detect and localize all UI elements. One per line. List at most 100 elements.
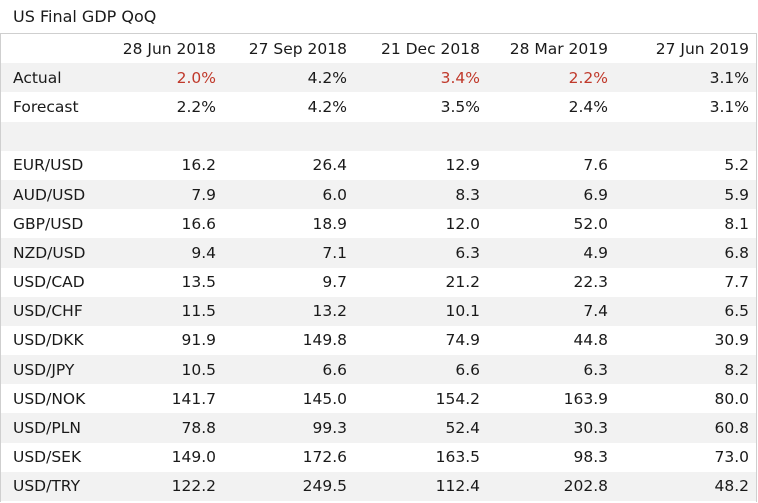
table-cell: 16.6: [181, 214, 216, 233]
table-cell: 30.3: [573, 419, 608, 438]
column-header: 27 Jun 2019: [655, 39, 749, 58]
table-cell: 21.2: [445, 273, 480, 292]
table-row: EUR/USD 16.2 26.4 12.9 7.6 5.2: [1, 151, 756, 180]
table-cell: 9.7: [322, 273, 347, 292]
table-cell: 16.2: [181, 156, 216, 175]
table-cell: 30.9: [714, 331, 749, 350]
row-label: AUD/USD: [13, 185, 86, 204]
table-row: USD/TRY 122.2 249.5 112.4 202.8 48.2: [1, 471, 756, 501]
column-header: 21 Dec 2018: [380, 39, 480, 58]
actual-value: 2.0%: [176, 68, 216, 87]
row-label: NZD/USD: [13, 243, 86, 262]
forecast-value: 2.2%: [176, 97, 216, 116]
table-cell: 122.2: [171, 477, 216, 496]
table-cell: 18.9: [312, 214, 347, 233]
row-label: Actual: [13, 68, 62, 87]
table-cell: 12.9: [445, 156, 480, 175]
table-row: USD/PLN 78.8 99.3 52.4 30.3 60.8: [1, 413, 756, 443]
row-label: EUR/USD: [13, 156, 84, 175]
table-cell: 249.5: [302, 477, 347, 496]
table-cell: 6.6: [455, 360, 480, 379]
table-cell: 9.4: [191, 243, 216, 262]
table-cell: 6.8: [724, 243, 749, 262]
row-label: USD/JPY: [13, 360, 75, 379]
row-label: USD/CAD: [13, 273, 85, 292]
column-header: 28 Mar 2019: [509, 39, 608, 58]
table-cell: 10.1: [445, 302, 480, 321]
column-header: 28 Jun 2018: [122, 39, 216, 58]
table-cell: 7.9: [191, 185, 216, 204]
table-cell: 141.7: [171, 389, 216, 408]
table-cell: 6.3: [583, 360, 608, 379]
table-cell: 149.8: [302, 331, 347, 350]
forecast-value: 4.2%: [307, 97, 347, 116]
table-cell: 26.4: [312, 156, 347, 175]
actual-row: Actual 2.0% 4.2% 3.4% 2.2% 3.1%: [1, 63, 756, 93]
table-cell: 13.5: [181, 273, 216, 292]
table-cell: 8.2: [724, 360, 749, 379]
forecast-row: Forecast 2.2% 4.2% 3.5% 2.4% 3.1%: [1, 92, 756, 121]
table-cell: 73.0: [714, 448, 749, 467]
table-cell: 154.2: [435, 389, 480, 408]
table-cell: 44.8: [573, 331, 608, 350]
table-cell: 10.5: [181, 360, 216, 379]
table-cell: 5.2: [724, 156, 749, 175]
actual-value: 3.4%: [440, 68, 480, 87]
spacer-row: [1, 121, 756, 151]
table-cell: 7.1: [322, 243, 347, 262]
table-cell: 163.5: [435, 448, 480, 467]
table-cell: 6.9: [583, 185, 608, 204]
row-label: GBP/USD: [13, 214, 84, 233]
row-label: USD/CHF: [13, 302, 83, 321]
table-cell: 78.8: [181, 419, 216, 438]
table-row: AUD/USD 7.9 6.0 8.3 6.9 5.9: [1, 179, 756, 210]
column-header: 27 Sep 2018: [248, 39, 347, 58]
header-corner: [1, 34, 100, 63]
row-label: USD/TRY: [13, 477, 81, 496]
table-cell: 6.3: [455, 243, 480, 262]
table-cell: 163.9: [563, 389, 608, 408]
row-label: Forecast: [13, 97, 79, 116]
row-label: USD/PLN: [13, 419, 81, 438]
row-label: USD/DKK: [13, 331, 84, 350]
spacer-cell: [1, 122, 756, 151]
gdp-table: 28 Jun 2018 27 Sep 2018 21 Dec 2018 28 M…: [1, 34, 756, 501]
forecast-value: 2.4%: [568, 97, 608, 116]
table-row: USD/CAD 13.5 9.7 21.2 22.3 7.7: [1, 268, 756, 297]
table-row: NZD/USD 9.4 7.1 6.3 4.9 6.8: [1, 238, 756, 268]
table-cell: 74.9: [445, 331, 480, 350]
table-cell: 91.9: [181, 331, 216, 350]
table-title: US Final GDP QoQ: [13, 7, 157, 26]
table-row: GBP/USD 16.6 18.9 12.0 52.0 8.1: [1, 209, 756, 238]
table-cell: 48.2: [714, 477, 749, 496]
table-row: USD/NOK 141.7 145.0 154.2 163.9 80.0: [1, 384, 756, 413]
table-cell: 112.4: [435, 477, 480, 496]
table-row: USD/CHF 11.5 13.2 10.1 7.4 6.5: [1, 296, 756, 326]
forecast-value: 3.1%: [709, 97, 749, 116]
table-cell: 12.0: [445, 214, 480, 233]
table-cell: 52.0: [573, 214, 608, 233]
table-cell: 52.4: [445, 419, 480, 438]
table-cell: 22.3: [573, 273, 608, 292]
table-cell: 5.9: [724, 185, 749, 204]
actual-value: 3.1%: [709, 68, 749, 87]
table-cell: 7.4: [583, 302, 608, 321]
gdp-table-container: 28 Jun 2018 27 Sep 2018 21 Dec 2018 28 M…: [0, 33, 757, 502]
table-cell: 4.9: [583, 243, 608, 262]
table-cell: 98.3: [573, 448, 608, 467]
header-row: 28 Jun 2018 27 Sep 2018 21 Dec 2018 28 M…: [1, 34, 756, 63]
table-cell: 6.0: [322, 185, 347, 204]
table-cell: 60.8: [714, 419, 749, 438]
actual-value: 4.2%: [307, 68, 347, 87]
table-cell: 149.0: [171, 448, 216, 467]
table-cell: 202.8: [563, 477, 608, 496]
forecast-value: 3.5%: [440, 97, 480, 116]
table-cell: 6.6: [322, 360, 347, 379]
table-cell: 172.6: [302, 448, 347, 467]
table-cell: 11.5: [181, 302, 216, 321]
currency-pair-rows: EUR/USD 16.2 26.4 12.9 7.6 5.2 AUD/USD 7.9 6.0 8.…: [1, 151, 756, 501]
table-cell: 8.3: [455, 185, 480, 204]
table-cell: 145.0: [302, 389, 347, 408]
table-cell: 13.2: [312, 302, 347, 321]
table-cell: 8.1: [724, 214, 749, 233]
